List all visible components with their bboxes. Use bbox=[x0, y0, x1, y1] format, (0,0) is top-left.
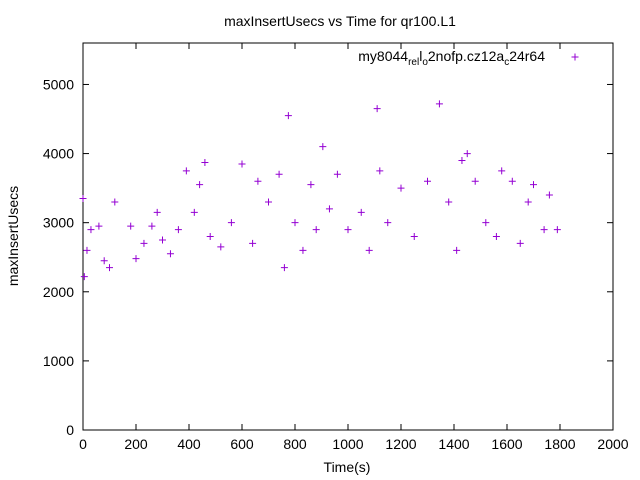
x-tick-label: 2000 bbox=[597, 436, 628, 452]
x-tick-label: 1400 bbox=[438, 436, 469, 452]
data-point bbox=[127, 222, 135, 230]
data-point bbox=[284, 112, 292, 120]
data-point bbox=[384, 219, 392, 227]
data-point bbox=[249, 239, 257, 247]
data-point bbox=[482, 219, 490, 227]
data-point bbox=[424, 177, 431, 185]
data-point bbox=[106, 264, 113, 272]
data-point bbox=[166, 250, 174, 258]
data-point bbox=[132, 255, 140, 263]
legend: my8044rello2nofp.cz12ac24r64 bbox=[358, 48, 579, 68]
x-tick-label: 1600 bbox=[491, 436, 522, 452]
y-tick-label: 4000 bbox=[43, 146, 74, 162]
data-point bbox=[217, 243, 225, 251]
data-point bbox=[254, 177, 262, 185]
data-point bbox=[333, 170, 341, 178]
y-tick-label: 5000 bbox=[43, 76, 74, 92]
data-point bbox=[87, 226, 95, 234]
data-point bbox=[140, 239, 148, 247]
data-point bbox=[238, 160, 246, 168]
data-point bbox=[524, 198, 532, 206]
data-point bbox=[435, 100, 443, 108]
data-point bbox=[83, 246, 91, 254]
x-tick-label: 1800 bbox=[544, 436, 575, 452]
data-point bbox=[174, 226, 182, 234]
data-point bbox=[498, 167, 506, 175]
data-point bbox=[95, 222, 103, 230]
data-point bbox=[357, 208, 365, 216]
data-point bbox=[275, 170, 283, 178]
data-point bbox=[312, 226, 320, 234]
data-point bbox=[159, 236, 166, 244]
data-point bbox=[373, 105, 381, 113]
data-point bbox=[201, 159, 209, 167]
data-point bbox=[182, 167, 190, 175]
data-point bbox=[453, 246, 461, 254]
y-axis-label: maxInsertUsecs bbox=[5, 186, 21, 286]
data-point bbox=[319, 143, 327, 151]
data-point bbox=[553, 226, 561, 234]
data-point bbox=[508, 177, 516, 185]
data-point bbox=[540, 226, 548, 234]
data-point bbox=[79, 194, 87, 202]
x-tick-label: 600 bbox=[230, 436, 254, 452]
data-point bbox=[265, 198, 272, 206]
legend-label: my8044rello2nofp.cz12ac24r64 bbox=[358, 48, 545, 68]
x-tick-label: 400 bbox=[177, 436, 201, 452]
data-point bbox=[458, 156, 466, 164]
data-point bbox=[299, 246, 307, 254]
y-tick-label: 0 bbox=[66, 422, 74, 438]
x-axis-label: Time(s) bbox=[324, 459, 371, 475]
data-point bbox=[100, 257, 108, 265]
data-point bbox=[492, 233, 500, 240]
data-point bbox=[325, 205, 333, 213]
data-point bbox=[206, 233, 214, 240]
data-point bbox=[153, 208, 161, 216]
data-point bbox=[344, 226, 352, 234]
data-point bbox=[365, 246, 373, 254]
data-point bbox=[307, 181, 315, 189]
y-tick-label: 3000 bbox=[43, 215, 74, 231]
series-points bbox=[79, 100, 561, 281]
x-axis-ticks: 0 200 400 600 800 1000 1200 1400 1600 1800 2000 bbox=[79, 43, 629, 452]
y-tick-label: 2000 bbox=[43, 284, 74, 300]
data-point bbox=[280, 264, 288, 272]
data-point bbox=[516, 239, 524, 247]
x-tick-label: 1200 bbox=[385, 436, 416, 452]
legend-marker bbox=[571, 53, 579, 61]
data-point bbox=[463, 150, 471, 158]
data-point bbox=[471, 177, 479, 185]
data-point bbox=[291, 219, 299, 227]
x-tick-label: 1000 bbox=[332, 436, 363, 452]
data-point bbox=[196, 181, 204, 189]
y-axis-ticks: 0 1000 2000 3000 4000 5000 bbox=[43, 76, 613, 438]
data-point bbox=[410, 233, 418, 240]
data-point bbox=[111, 198, 119, 206]
x-tick-label: 0 bbox=[79, 436, 87, 452]
data-point bbox=[376, 167, 384, 175]
data-point bbox=[530, 181, 537, 189]
data-point bbox=[227, 219, 235, 227]
y-tick-label: 1000 bbox=[43, 353, 74, 369]
x-tick-label: 200 bbox=[124, 436, 148, 452]
data-point bbox=[80, 273, 88, 281]
x-tick-label: 800 bbox=[283, 436, 307, 452]
chart-title: maxInsertUsecs vs Time for qr100.L1 bbox=[224, 13, 456, 29]
legend-marker-symbol bbox=[571, 53, 579, 61]
data-point bbox=[445, 198, 453, 206]
data-point bbox=[545, 191, 553, 199]
data-point bbox=[397, 184, 405, 192]
data-point bbox=[190, 208, 198, 216]
data-point bbox=[148, 222, 156, 230]
